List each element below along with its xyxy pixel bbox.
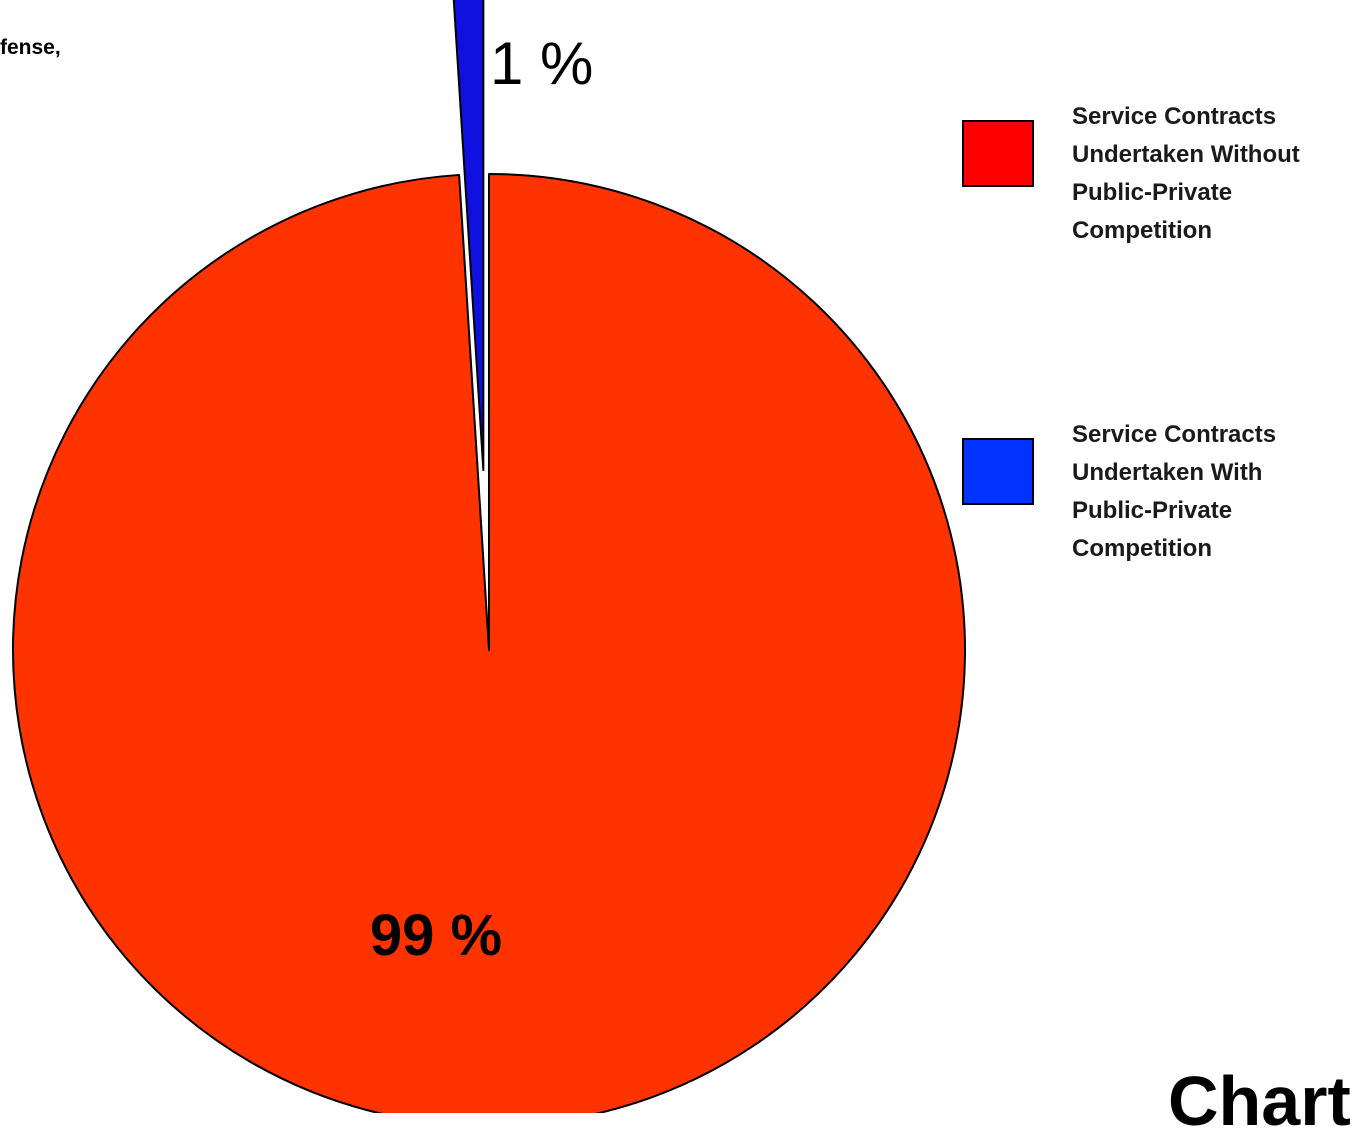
pie-value-label-0: 99 % xyxy=(370,903,502,968)
pie-chart: 99 % 1 % xyxy=(12,0,966,1113)
legend-swatch-without-competition xyxy=(962,120,1034,187)
clipped-caption: fense, xyxy=(0,36,61,59)
pie-slice-1 xyxy=(452,0,485,472)
pie-value-label-1: 1 % xyxy=(490,30,593,97)
legend-label-with-competition: Service Contracts Undertaken With Public… xyxy=(1072,421,1277,562)
chart-number-label: Chart 2 xyxy=(1168,1062,1362,1140)
legend-swatch-with-competition xyxy=(962,438,1034,505)
legend-label-without-competition: Service Contracts Undertaken Without Pub… xyxy=(1072,103,1300,244)
pie-slice-0 xyxy=(12,173,966,1113)
